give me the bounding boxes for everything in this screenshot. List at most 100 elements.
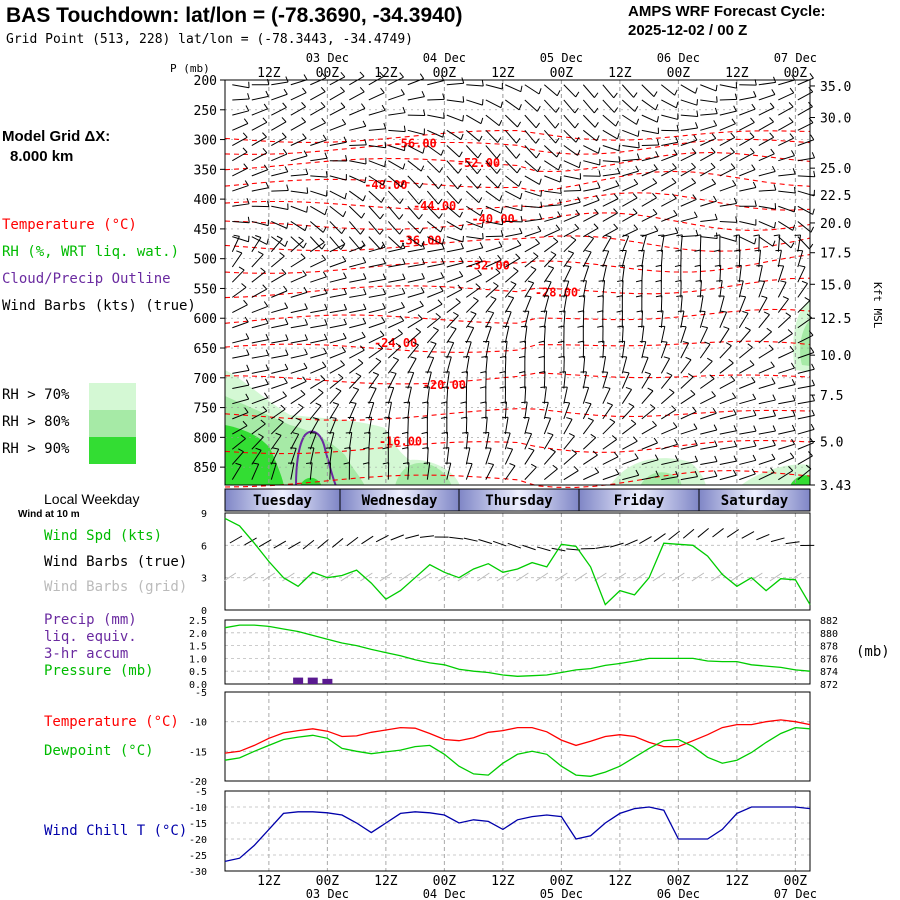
- wind-barb-flag: [284, 363, 289, 370]
- wind-barb: [348, 403, 357, 420]
- wind-barb: [524, 401, 528, 419]
- wind-barb: [465, 417, 468, 435]
- wind-barb-flag: [772, 394, 776, 401]
- wind-barb-flag: [343, 318, 347, 325]
- wind-barb-flag: [747, 343, 753, 348]
- wind-barb-flag: [382, 179, 386, 186]
- temperature-contour: [224, 439, 811, 455]
- wind-barb: [738, 296, 747, 313]
- wind-barb: [271, 290, 288, 298]
- wind-barb: [758, 348, 774, 359]
- wind-barb-flag: [458, 151, 463, 158]
- wind-barb-flag: [380, 197, 385, 203]
- wind-barb: [485, 235, 503, 238]
- wind-barb: [661, 84, 675, 96]
- wind-barb: [368, 92, 385, 101]
- legend-temperature-sfc: Temperature (°C): [44, 714, 179, 730]
- wind-barb-flag: [439, 167, 444, 173]
- wind-barb: [544, 204, 562, 207]
- wind-barb-flag: [672, 422, 678, 428]
- wind-barb-flag: [577, 149, 581, 156]
- wind-barb: [388, 293, 405, 298]
- wind-barb-flag: [507, 295, 514, 299]
- wind-barb-flag: [692, 194, 697, 200]
- wind-barb-flag: [500, 101, 503, 108]
- wind-barb: [563, 114, 576, 129]
- wind-barb: [368, 145, 386, 149]
- wind-barb: [271, 121, 287, 131]
- wind-barb: [543, 434, 554, 450]
- wind-barb: [758, 458, 776, 465]
- wind-barb: [388, 320, 404, 329]
- wind-barb-flag: [714, 213, 718, 220]
- wind-barb: [543, 310, 548, 328]
- wind-barb: [388, 306, 405, 314]
- wind-barb-flag: [455, 298, 461, 303]
- wind-barb-flag: [533, 252, 539, 257]
- bottom-time-label: 00Z: [550, 874, 574, 889]
- wind-barb: [427, 80, 444, 86]
- wind-barb-flag: [693, 134, 698, 141]
- true-wind-barb: [361, 535, 374, 545]
- wind-barb-flag: [668, 388, 675, 393]
- wind-barb-flag: [694, 264, 701, 267]
- wind-barb: [251, 288, 267, 298]
- wind-barb: [602, 265, 607, 283]
- wind-barb-flag: [780, 280, 787, 283]
- wind-barb: [290, 462, 295, 480]
- wind-barb: [368, 175, 384, 186]
- wind-barb-flag: [577, 196, 581, 203]
- wind-barb-flag: [549, 448, 556, 453]
- wind-barb-flag: [240, 434, 246, 440]
- wind-barb: [251, 254, 264, 268]
- kft-tick-label: 25.0: [820, 162, 851, 177]
- cross-section-layer: 2002503003504004505005506006507007508008…: [194, 51, 852, 494]
- wind-barb-flag: [673, 149, 678, 155]
- wind-barb-flag: [656, 116, 659, 123]
- wind-barb: [641, 357, 649, 374]
- wind-barb: [504, 283, 517, 298]
- wind-barb: [661, 460, 679, 465]
- wind-barb-flag: [421, 90, 425, 97]
- wind-barb-flag: [753, 91, 757, 97]
- wind-barb: [778, 470, 793, 481]
- wind-barb: [544, 216, 561, 222]
- wind-chill-panel-ytick-label: -25: [189, 851, 207, 862]
- wind-barb-flag: [655, 104, 659, 111]
- wind-barb-flag: [322, 271, 327, 278]
- wind-barb: [660, 310, 664, 328]
- wind-barb-flag: [518, 371, 526, 374]
- wind-barb: [583, 160, 600, 166]
- wind-barb: [758, 220, 775, 229]
- wind-barb: [446, 462, 452, 480]
- wind-barb-flag: [554, 123, 560, 129]
- wind-barb: [485, 432, 490, 450]
- grid-wind-barb: [652, 572, 666, 582]
- wind-barb: [543, 325, 546, 343]
- wind-barb-flag: [285, 349, 289, 356]
- wind-barb-flag: [419, 73, 425, 79]
- wind-barb: [719, 414, 737, 420]
- wind-barb-flag: [671, 177, 677, 183]
- wind-barb: [563, 175, 581, 180]
- pressure-tick-label: 200: [194, 74, 217, 89]
- wind-barb-flag: [593, 107, 599, 114]
- wind-speed-line: [224, 517, 811, 606]
- true-wind-barb: [258, 539, 272, 548]
- wind-barb-flag: [537, 225, 542, 232]
- wind-barb: [232, 220, 250, 224]
- wind-barb: [290, 367, 308, 374]
- wind-barb: [485, 160, 498, 174]
- wind-barb-flag: [438, 213, 443, 219]
- wind-barb-flag: [265, 90, 269, 97]
- wind-barb-flag: [427, 356, 434, 359]
- wind-barb-flag: [671, 193, 677, 199]
- wind-barb: [621, 250, 627, 268]
- wind-barb-flag: [558, 198, 562, 205]
- wind-barb: [232, 321, 249, 329]
- wind-barb-flag: [325, 447, 332, 449]
- wind-barb: [797, 221, 812, 233]
- wind-barb-flag: [509, 463, 516, 467]
- wind-barb-flag: [499, 195, 503, 202]
- wind-barb: [446, 248, 464, 253]
